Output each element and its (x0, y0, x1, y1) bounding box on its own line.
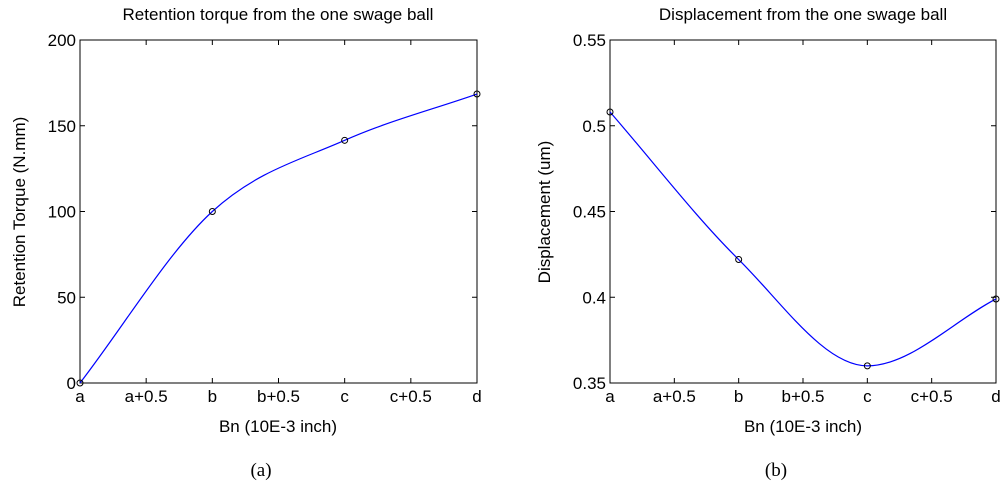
x-tick-label: b (208, 387, 217, 406)
data-point (863, 362, 871, 370)
x-tick-label: b (734, 387, 743, 406)
y-tick-label: 0.45 (573, 203, 606, 222)
y-tick-label: 0.4 (582, 288, 606, 307)
x-tick-label: d (472, 387, 481, 406)
tick-marks (79, 39, 478, 384)
series-line (79, 93, 478, 384)
x-tick-label: c (863, 387, 872, 406)
x-tick-label: c+0.5 (390, 387, 432, 406)
y-tick-label: 50 (57, 288, 76, 307)
x-tick-label: c+0.5 (911, 387, 953, 406)
y-tick-label: 150 (48, 117, 76, 136)
x-tick-label: a (75, 387, 85, 406)
x-tick-label: a+0.5 (125, 387, 168, 406)
figure-caption: (b) (765, 460, 787, 481)
chart-title: Displacement from the one swage ball (659, 5, 947, 24)
x-tick-labels: a a+0.5 b b+0.5 c c+0.5 d (75, 387, 481, 406)
figure-caption: (a) (250, 460, 271, 481)
tick-marks (609, 39, 997, 384)
x-tick-labels: a a+0.5 b b+0.5 c c+0.5 d (605, 387, 1000, 406)
x-axis-label: Bn (10E-3 inch) (744, 417, 862, 436)
plot-frame (79, 39, 478, 384)
chart-title: Retention torque from the one swage ball (123, 5, 434, 24)
data-point (473, 90, 481, 98)
data-point (341, 136, 349, 144)
y-tick-label: 0.5 (582, 117, 606, 136)
chart-panel-b: Displacement from the one swage ball a a… (535, 5, 1001, 481)
data-point (735, 256, 743, 264)
data-point (606, 108, 614, 116)
data-point (992, 295, 1000, 303)
y-tick-label: 100 (48, 203, 76, 222)
x-tick-label: a+0.5 (653, 387, 696, 406)
y-tick-label: 0 (67, 374, 76, 393)
x-tick-label: d (991, 387, 1000, 406)
y-tick-label: 0.35 (573, 374, 606, 393)
y-tick-labels: 0.35 0.4 0.45 0.5 0.55 (573, 31, 606, 393)
y-axis-label: Retention Torque (N.mm) (10, 117, 29, 308)
y-axis-label: Displacement (um) (535, 141, 554, 284)
series-line (609, 111, 997, 367)
y-tick-label: 200 (48, 31, 76, 50)
plot-frame (609, 39, 997, 384)
x-axis-label: Bn (10E-3 inch) (219, 417, 337, 436)
x-tick-label: b+0.5 (781, 387, 824, 406)
x-tick-label: b+0.5 (257, 387, 300, 406)
data-point (208, 208, 216, 215)
x-tick-label: c (340, 387, 349, 406)
y-tick-labels: 0 50 100 150 200 (48, 31, 76, 393)
chart-panel-a: Retention torque from the one swage ball… (10, 5, 482, 481)
y-tick-label: 0.55 (573, 31, 606, 50)
x-tick-label: a (605, 387, 615, 406)
data-point (76, 379, 84, 387)
